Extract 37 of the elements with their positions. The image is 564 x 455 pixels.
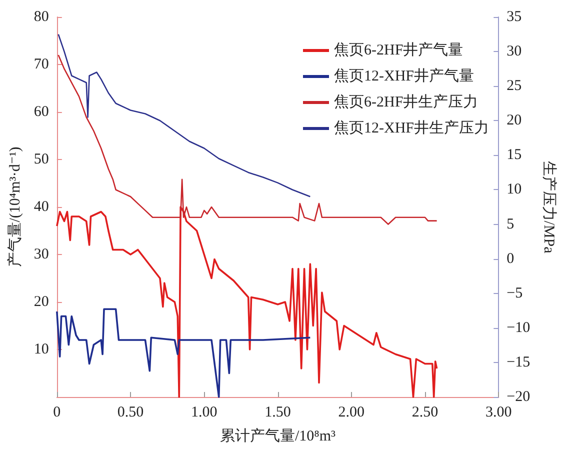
y2-tick-label: −20: [506, 389, 530, 405]
y2-tick-label: −15: [506, 354, 530, 370]
line-series: [56, 206, 438, 398]
legend-label: 焦页12-XHF井生产压力: [334, 120, 490, 136]
line-series: [56, 308, 312, 398]
y-tick-label: 40: [34, 199, 49, 215]
line-series: [58, 34, 311, 198]
y2-tick-label: −10: [506, 320, 530, 336]
y-tick-label: 80: [34, 9, 49, 25]
y-tick-label: 50: [34, 152, 49, 168]
y2-tick-label: 25: [506, 78, 522, 94]
y-tick-label: 20: [34, 294, 49, 310]
y-tick-label: 70: [34, 56, 49, 72]
x-tick-label: 3.00: [486, 404, 512, 420]
x-tick-label: 2.00: [338, 404, 365, 420]
y-tick-label: 10: [34, 342, 49, 358]
y2-tick-label: 0: [506, 250, 514, 267]
y-axis-title: 产气量/(10⁴m³·d⁻¹): [6, 146, 24, 268]
y2-tick-label: −5: [506, 285, 523, 302]
x-tick-label: 0: [53, 404, 61, 420]
y-tick-label: 60: [34, 104, 49, 120]
x-tick-label: 2.50: [412, 404, 438, 420]
y2-tick-label: 30: [506, 44, 522, 60]
legend-label: 焦页12-XHF井产气量: [334, 68, 474, 84]
y2-tick-label: 10: [506, 182, 522, 198]
x-tick-label: 0.50: [117, 404, 144, 420]
y2-tick-label: 15: [506, 147, 522, 164]
x-tick-label: 1.50: [264, 404, 291, 420]
y2-axis-title: 生产压力/MPa: [540, 160, 558, 254]
y-tick-label: 30: [34, 246, 49, 262]
y2-tick-label: 20: [506, 112, 522, 129]
legend-label: 焦页6-2HF井生产压力: [334, 94, 478, 110]
y2-tick-label: 5: [506, 216, 514, 232]
legend-label: 焦页6-2HF井产气量: [334, 42, 464, 58]
x-axis-title: 累计产气量/10⁸m³: [220, 428, 336, 444]
y2-tick-label: 35: [506, 9, 522, 25]
x-tick-label: 1.00: [191, 404, 218, 420]
